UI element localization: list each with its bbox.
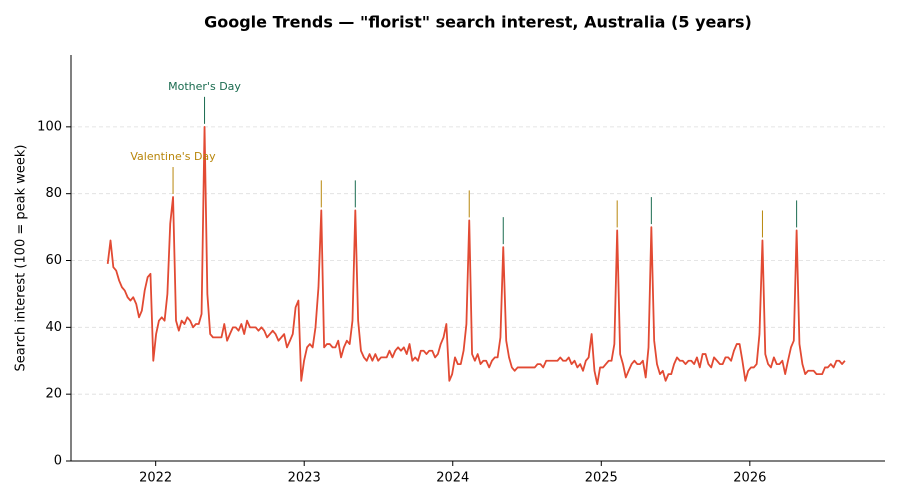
y-tick-label: 100 (37, 119, 62, 134)
event-label: Valentine's Day (130, 150, 216, 163)
x-tick-label: 2023 (288, 471, 321, 486)
x-tick-label: 2025 (585, 471, 618, 486)
trend-line (106, 125, 846, 386)
x-tick-label: 2022 (139, 471, 172, 486)
y-tick-label: 40 (45, 320, 62, 335)
event-label: Mother's Day (168, 80, 241, 93)
chart-title: Google Trends — "florist" search interes… (204, 13, 752, 32)
y-tick-label: 80 (45, 186, 62, 201)
y-axis-label: Search interest (100 = peak week) (14, 145, 29, 372)
y-tick-label: 60 (45, 253, 62, 268)
y-tick-label: 0 (54, 454, 62, 469)
y-tick-label: 20 (45, 387, 62, 402)
x-tick-label: 2024 (436, 471, 469, 486)
x-tick-label: 2026 (733, 471, 766, 486)
